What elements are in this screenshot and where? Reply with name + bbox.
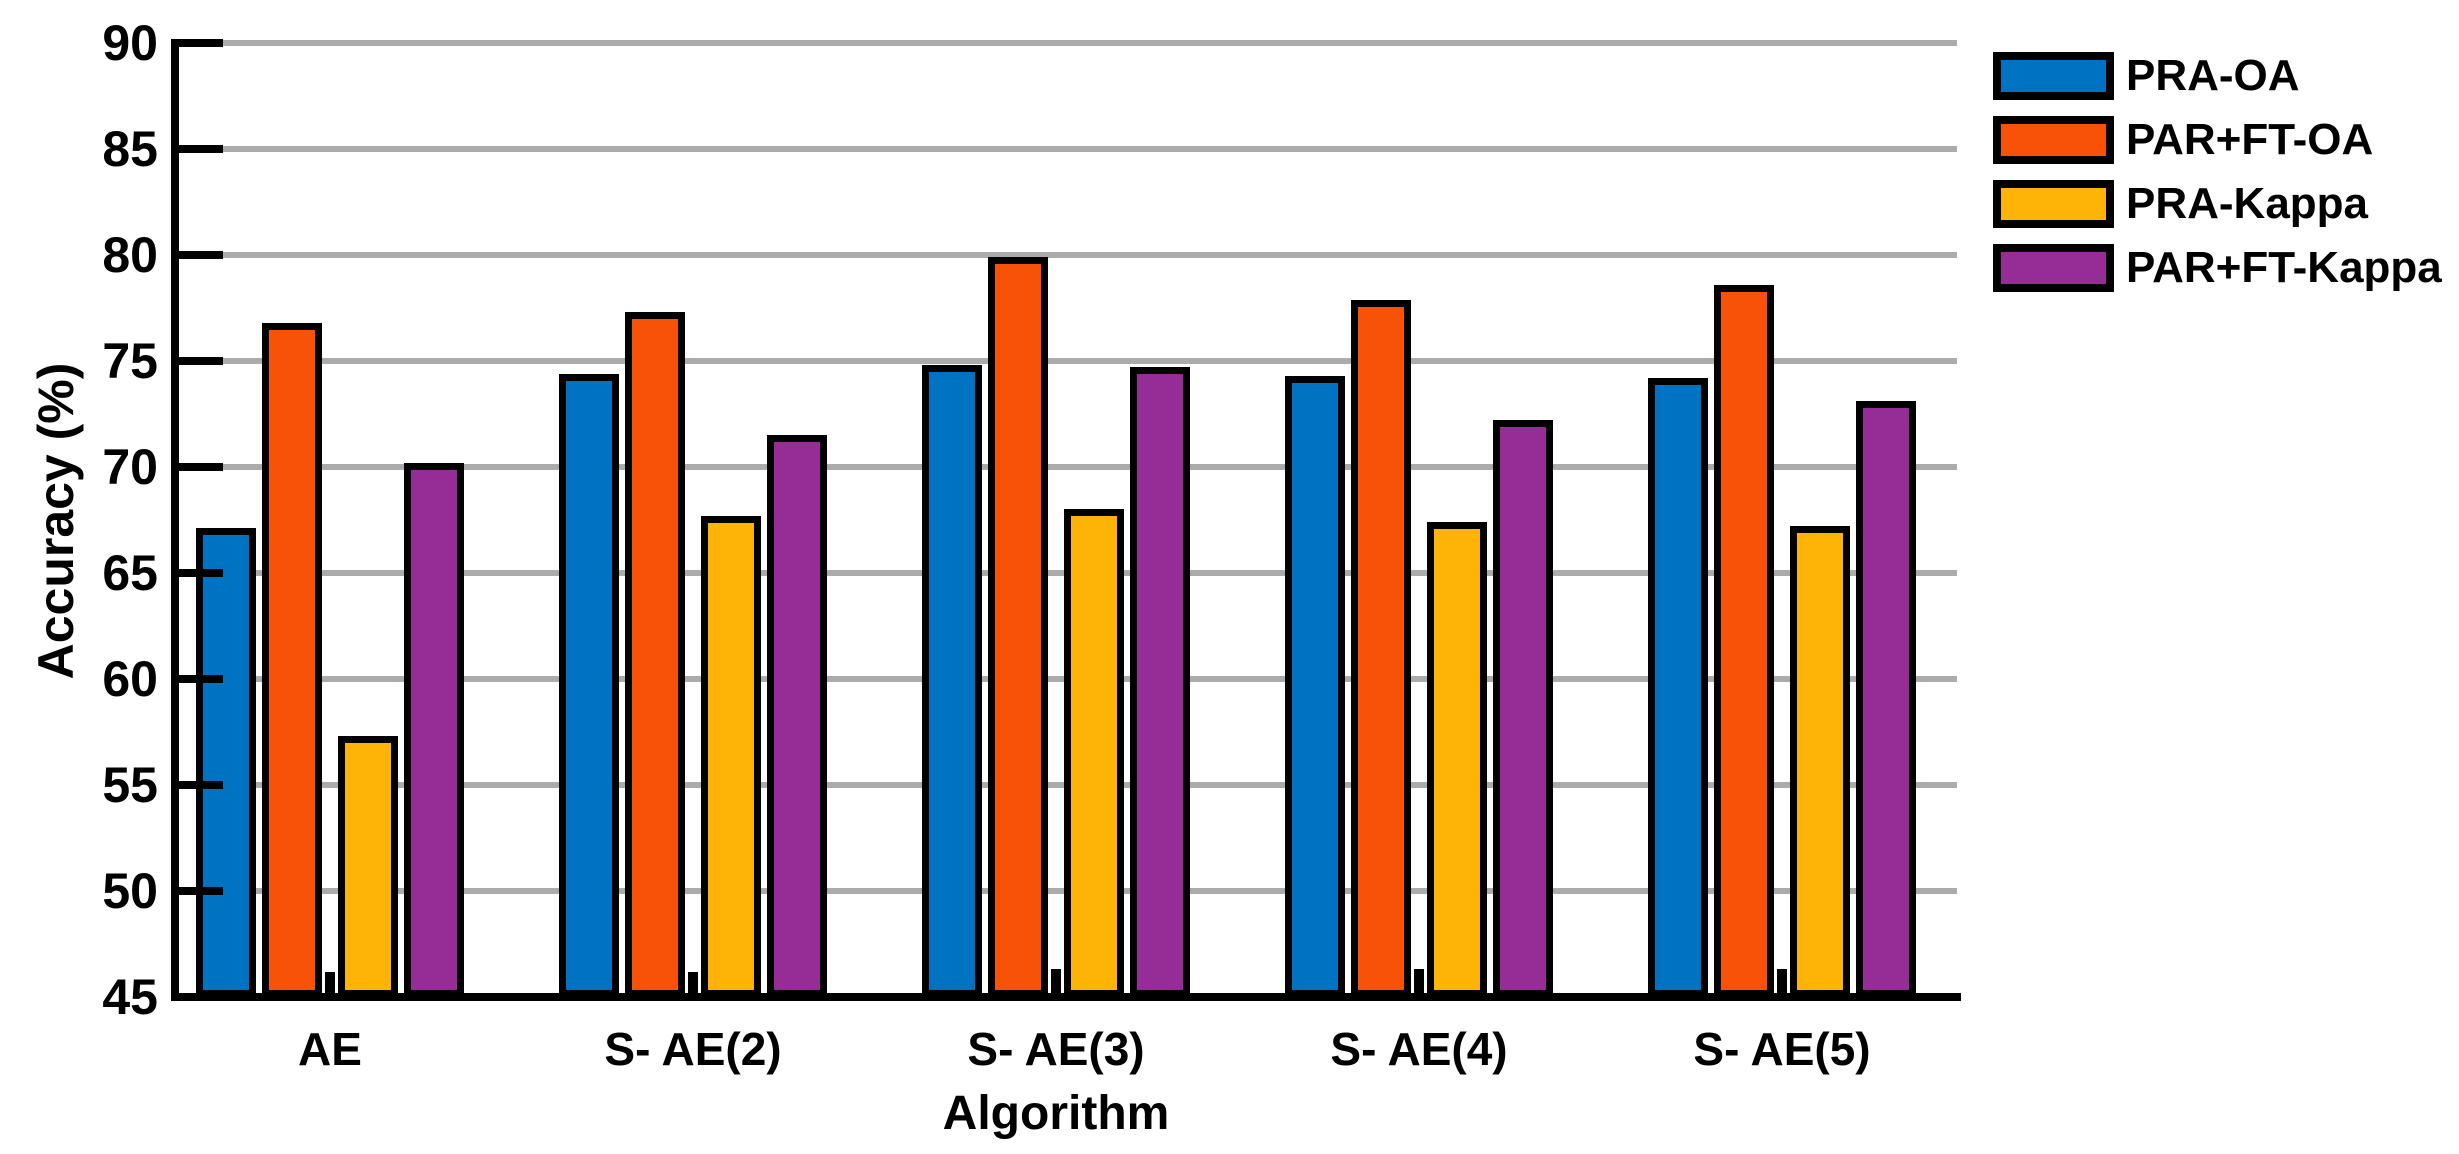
legend-item-PAR+FT-Kappa: PAR+FT-Kappa [1993, 237, 2442, 299]
x-category-label-3: S- AE(3) [967, 1023, 1145, 1075]
y-tick-label-65: 65 [102, 545, 158, 601]
gridline-90 [175, 40, 1957, 46]
gridline-70 [175, 464, 1957, 470]
bar-PAR+FT-OA-S- AE(3) [988, 257, 1048, 997]
bar-PRA-OA-S- AE(4) [1285, 375, 1345, 997]
y-tick-label-45: 45 [102, 969, 158, 1025]
bar-PAR+FT-Kappa-S- AE(3) [1130, 367, 1190, 997]
gridline-75 [175, 358, 1957, 364]
x-category-label-5: S- AE(5) [1693, 1023, 1871, 1075]
bar-PRA-OA-S- AE(2) [559, 373, 619, 997]
legend-label: PRA-OA [2126, 51, 2300, 100]
legend-item-PRA-Kappa: PRA-Kappa [1993, 173, 2368, 235]
legend-swatch-icon [1993, 244, 2114, 292]
bar-PRA-Kappa-AE [338, 736, 398, 997]
y-tick-label-75: 75 [102, 333, 158, 389]
y-tick-label-90: 90 [102, 15, 158, 71]
y-tick-65 [171, 569, 223, 577]
baseline-stub-S- AE(2) [688, 971, 698, 997]
y-tick-label-60: 60 [102, 651, 158, 707]
baseline-stub-AE [325, 971, 335, 997]
bar-PRA-Kappa-S- AE(3) [1064, 509, 1124, 997]
bar-PAR+FT-OA-AE [262, 322, 322, 997]
y-tick-55 [171, 781, 223, 789]
bar-PAR+FT-OA-S- AE(4) [1351, 299, 1411, 997]
y-tick-80 [171, 251, 223, 259]
y-tick-50 [171, 887, 223, 895]
y-tick-85 [171, 145, 223, 153]
bar-PAR+FT-Kappa-S- AE(2) [767, 435, 827, 997]
legend-swatch-icon [1993, 180, 2114, 228]
bar-PAR+FT-Kappa-S- AE(4) [1493, 420, 1553, 997]
y-tick-60 [171, 675, 223, 683]
legend-swatch-icon [1993, 116, 2114, 164]
legend-item-PAR+FT-OA: PAR+FT-OA [1993, 109, 2373, 171]
x-category-label-1: AE [298, 1023, 362, 1075]
bar-PAR+FT-Kappa-AE [404, 462, 464, 997]
gridline-80 [175, 252, 1957, 258]
legend-label: PAR+FT-Kappa [2126, 243, 2442, 292]
bar-PAR+FT-Kappa-S- AE(5) [1856, 401, 1916, 997]
baseline-stub-S- AE(3) [1051, 969, 1061, 997]
x-axis-title: Algorithm [942, 1087, 1170, 1140]
y-tick-75 [171, 357, 223, 365]
legend-label: PRA-Kappa [2126, 179, 2369, 228]
y-tick-label-70: 70 [102, 439, 158, 495]
gridline-85 [175, 146, 1957, 152]
legend-label: PAR+FT-OA [2126, 115, 2374, 164]
y-tick-label-50: 50 [102, 863, 158, 919]
y-tick-label-55: 55 [102, 757, 158, 813]
bar-PRA-Kappa-S- AE(5) [1790, 526, 1850, 997]
bar-PRA-OA-S- AE(3) [922, 365, 982, 997]
bar-PRA-Kappa-S- AE(4) [1427, 522, 1487, 997]
bar-PAR+FT-OA-S- AE(2) [625, 312, 685, 997]
baseline-stub-S- AE(4) [1414, 969, 1424, 997]
bar-PRA-OA-AE [196, 528, 256, 997]
bar-PRA-OA-S- AE(5) [1648, 377, 1708, 997]
y-tick-90 [171, 39, 223, 47]
y-axis-line [171, 39, 179, 1001]
y-axis-title: Accuracy (%) [28, 362, 84, 680]
legend-item-PRA-OA: PRA-OA [1993, 45, 2300, 107]
y-tick-70 [171, 463, 223, 471]
y-tick-label-80: 80 [102, 227, 158, 283]
x-category-label-2: S- AE(2) [604, 1023, 782, 1075]
y-tick-label-85: 85 [102, 121, 158, 177]
x-axis-line [171, 993, 1961, 1001]
bar-PRA-Kappa-S- AE(2) [701, 515, 761, 997]
baseline-stub-S- AE(5) [1777, 969, 1787, 997]
legend-swatch-icon [1993, 52, 2114, 100]
x-category-label-4: S- AE(4) [1330, 1023, 1508, 1075]
bar-PAR+FT-OA-S- AE(5) [1714, 284, 1774, 997]
